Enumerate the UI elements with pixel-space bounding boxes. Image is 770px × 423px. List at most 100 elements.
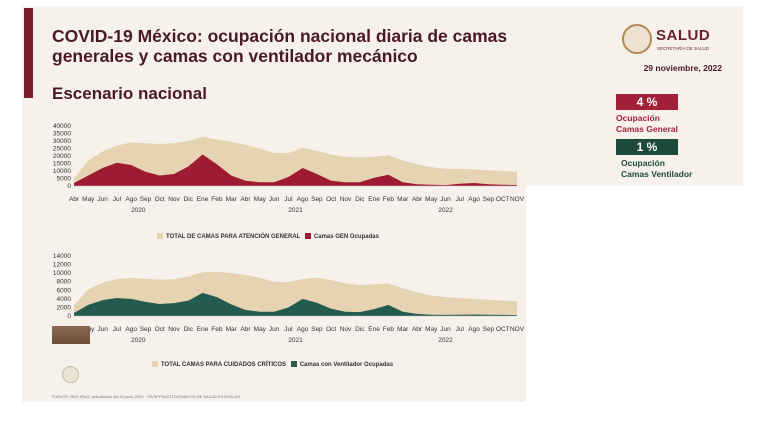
month-label: Ene — [197, 326, 209, 333]
month-label: Dic — [355, 326, 365, 333]
general-occupancy-label: Ocupación Camas General — [616, 113, 678, 134]
month-label: NOV — [510, 196, 525, 203]
eagle-seal-icon — [622, 24, 652, 54]
legend-total-critical: TOTAL CAMAS PARA CUIDADOS CRÍTICOS — [152, 361, 287, 368]
month-label: Nov — [340, 196, 352, 203]
month-label: Ene — [368, 196, 380, 203]
y-tick-label: 12000 — [53, 262, 71, 269]
ventilator-occupancy-badge: 1 % — [616, 139, 678, 155]
month-label: May — [82, 196, 95, 203]
y-tick-label: 8000 — [57, 279, 72, 286]
y-tick-label: 5000 — [57, 176, 72, 183]
month-label: Sep — [140, 326, 152, 333]
general-label-line1: Ocupación — [616, 113, 660, 123]
legend-swatch-total-critical — [152, 361, 158, 367]
report-date: 29 noviembre, 2022 — [643, 63, 722, 73]
month-label: Sep — [311, 196, 323, 203]
month-label: Oct — [326, 196, 336, 203]
month-label: Abr — [69, 196, 80, 203]
month-label: Nov — [168, 196, 180, 203]
month-label: Jun — [269, 196, 280, 203]
year-label: 2020 — [131, 337, 146, 344]
building-icon — [52, 326, 90, 344]
y-tick-label: 14000 — [53, 253, 71, 260]
month-label: May — [254, 196, 267, 203]
month-label: OCT — [496, 196, 510, 203]
month-label: Jul — [113, 196, 122, 203]
month-label: Dic — [355, 196, 365, 203]
month-label: May — [425, 196, 438, 203]
month-label: Feb — [383, 326, 395, 333]
legend-total-critical-label: TOTAL CAMAS PARA CUIDADOS CRÍTICOS — [161, 362, 287, 368]
legend-ventilator-occupied: Camas con Ventilador Ocupadas — [290, 361, 393, 368]
year-label: 2021 — [288, 337, 303, 344]
month-label: Abr — [412, 326, 423, 333]
month-label: Mar — [397, 196, 409, 203]
month-label: Nov — [168, 326, 180, 333]
month-label: Abr — [240, 196, 251, 203]
month-label: Abr — [412, 196, 423, 203]
general-beds-chart: 4000035000300002500020000150001000050000… — [53, 123, 525, 214]
y-tick-label: 15000 — [53, 161, 71, 168]
y-tick-label: 40000 — [53, 123, 71, 130]
salud-logo: SALUD SECRETARÍA DE SALUD — [622, 24, 732, 58]
month-label: Mar — [397, 326, 409, 333]
y-tick-label: 0 — [67, 183, 71, 190]
month-label: Jun — [269, 326, 280, 333]
month-label: Ago — [468, 196, 480, 203]
month-label: Jun — [440, 196, 451, 203]
legend-total-general: TOTAL DE CAMAS PARA ATENCIÓN GENERAL — [157, 233, 301, 240]
y-tick-label: 10000 — [53, 270, 71, 277]
year-label: 2022 — [438, 337, 453, 344]
y-tick-label: 35000 — [53, 131, 71, 138]
legend-total-general-label: TOTAL DE CAMAS PARA ATENCIÓN GENERAL — [166, 234, 301, 240]
y-tick-label: 0 — [67, 313, 71, 320]
month-label: Oct — [326, 326, 336, 333]
logo-text: SALUD — [656, 27, 711, 44]
month-label: NOV — [510, 326, 525, 333]
month-label: Jul — [113, 326, 122, 333]
seal-icon — [62, 366, 79, 383]
month-label: Dic — [184, 326, 194, 333]
month-label: Jul — [284, 326, 293, 333]
year-label: 2021 — [288, 207, 303, 214]
month-label: Dic — [184, 196, 194, 203]
month-label: Ago — [468, 326, 480, 333]
ventilator-label-line2: Camas Ventilador — [621, 168, 693, 179]
month-label: May — [425, 326, 438, 333]
y-tick-label: 20000 — [53, 153, 71, 160]
month-label: Jul — [284, 196, 293, 203]
month-label: Abr — [240, 326, 251, 333]
month-label: Jul — [456, 196, 465, 203]
legend-general-occupied: Camas GEN Ocupadas — [304, 233, 379, 240]
month-label: OCT — [496, 326, 510, 333]
legend-swatch-general-occupied — [304, 233, 311, 239]
month-label: Ago — [125, 196, 137, 203]
month-label: Ene — [368, 326, 380, 333]
legend-swatch-total-general — [157, 233, 163, 239]
title-accent-bar — [24, 8, 33, 98]
month-label: Mar — [226, 196, 238, 203]
y-tick-label: 2000 — [57, 304, 72, 311]
ventilator-occupied-area — [74, 292, 517, 316]
month-label: Oct — [155, 196, 165, 203]
month-label: Sep — [483, 326, 495, 333]
month-label: Jul — [456, 326, 465, 333]
ventilator-occupancy-label: Ocupación Camas Ventilador — [621, 158, 692, 179]
general-occupied-area — [74, 154, 517, 186]
month-label: Nov — [340, 326, 352, 333]
month-label: Sep — [483, 196, 495, 203]
y-tick-label: 10000 — [53, 168, 71, 175]
year-label: 2020 — [131, 207, 146, 214]
source-footer: FUENTE: RED IRAG, actualizado del 24 jun… — [52, 394, 241, 399]
month-label: Sep — [311, 326, 323, 333]
month-label: Jun — [97, 326, 108, 333]
legend-general-occupied-label: Camas GEN Ocupadas — [313, 234, 379, 240]
month-label: Mar — [226, 326, 238, 333]
year-label: 2022 — [438, 207, 453, 214]
month-label: Feb — [383, 196, 395, 203]
month-label: Ene — [197, 196, 209, 203]
month-label: Ago — [297, 196, 309, 203]
month-label: Jun — [97, 196, 108, 203]
legend-swatch-ventilator-occupied — [290, 361, 297, 367]
